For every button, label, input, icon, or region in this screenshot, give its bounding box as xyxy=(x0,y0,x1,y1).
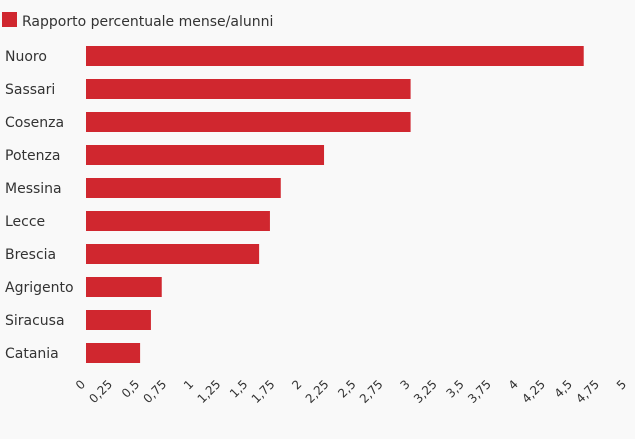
x-tick-label: 2,5 xyxy=(335,377,358,400)
bar xyxy=(86,79,411,99)
x-axis-tick-labels: 00,25 0,50,75 11,25 1,51,75 22,25 2,52,75 33,2… xyxy=(73,377,629,406)
bar xyxy=(86,310,151,330)
x-tick-label: 4,75 xyxy=(573,377,602,406)
bar xyxy=(86,46,584,66)
bars xyxy=(86,46,584,363)
category-label: Potenza xyxy=(5,148,60,164)
x-tick-label: 1 xyxy=(181,377,196,392)
x-tick-label: 0,25 xyxy=(86,377,115,406)
x-tick-label: 1,25 xyxy=(195,377,224,406)
x-tick-label: 3 xyxy=(397,377,412,392)
category-label: Catania xyxy=(5,346,59,362)
x-tick-label: 0,75 xyxy=(140,377,169,406)
x-tick-label: 3,5 xyxy=(443,377,466,400)
x-tick-label: 4 xyxy=(506,377,521,392)
category-label: Agrigento xyxy=(5,280,74,296)
category-labels: Nuoro Sassari Cosenza Potenza Messina Lecce Br… xyxy=(5,49,74,362)
category-label: Lecce xyxy=(5,214,45,230)
x-tick-label: 1,75 xyxy=(249,377,278,406)
category-label: Brescia xyxy=(5,247,56,263)
category-label: Messina xyxy=(5,181,62,197)
bar xyxy=(86,343,141,363)
x-tick-label: 4,5 xyxy=(552,377,575,400)
bar xyxy=(86,178,281,198)
x-tick-label: 2,75 xyxy=(357,377,386,406)
x-tick-label: 0,5 xyxy=(119,377,142,400)
x-tick-label: 5 xyxy=(614,377,629,392)
category-label: Siracusa xyxy=(5,313,65,329)
category-label: Nuoro xyxy=(5,49,47,65)
bar xyxy=(86,277,162,297)
x-tick-label: 1,5 xyxy=(227,377,250,400)
bar xyxy=(86,145,325,165)
legend: Rapporto percentuale mense/alunni xyxy=(2,12,273,30)
x-tick-label: 3,25 xyxy=(411,377,440,406)
bar xyxy=(86,244,260,264)
x-tick-label: 2,25 xyxy=(303,377,332,406)
x-tick-label: 2 xyxy=(289,377,304,392)
x-tick-label: 3,75 xyxy=(465,377,494,406)
x-tick-label: 4,25 xyxy=(519,377,548,406)
legend-swatch xyxy=(2,12,17,27)
bar xyxy=(86,211,270,231)
category-label: Sassari xyxy=(5,82,55,98)
category-label: Cosenza xyxy=(5,115,64,131)
x-tick-label: 0 xyxy=(73,377,88,392)
bar xyxy=(86,112,411,132)
legend-label: Rapporto percentuale mense/alunni xyxy=(22,14,273,30)
